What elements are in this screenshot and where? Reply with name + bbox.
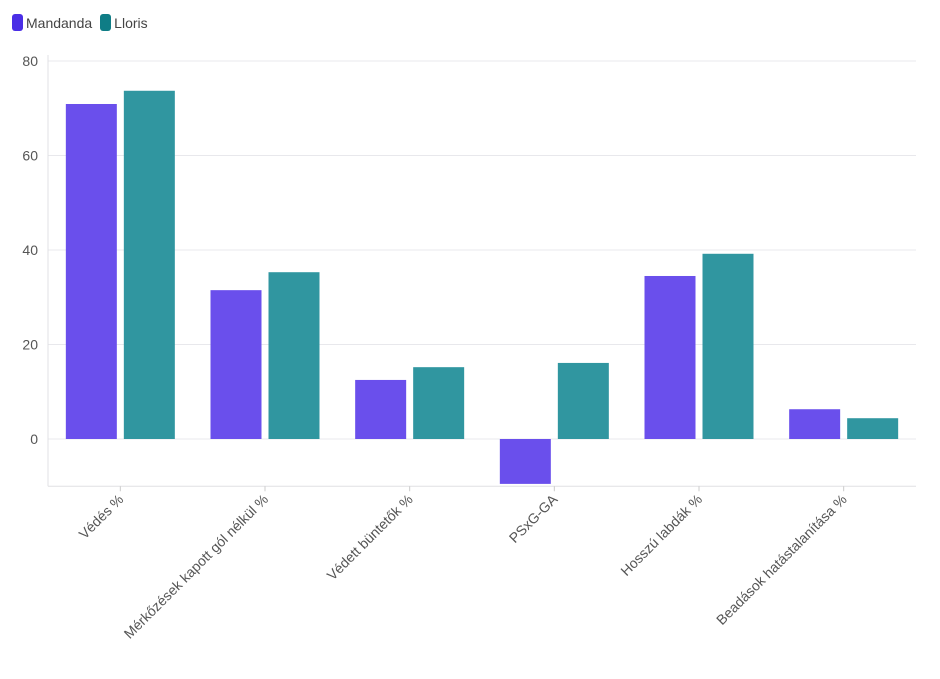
x-tick-label: Mérkőzések kapott gól nélkül %	[121, 491, 272, 642]
y-tick-label: 80	[22, 53, 38, 69]
bar-lloris	[557, 362, 609, 439]
legend: Mandanda Lloris	[12, 14, 148, 31]
bar-lloris	[268, 272, 320, 439]
y-tick-label: 40	[22, 242, 38, 258]
legend-swatch	[12, 14, 23, 31]
legend-item-lloris[interactable]: Lloris	[100, 14, 148, 31]
legend-swatch	[100, 14, 112, 31]
bar-mandanda	[789, 409, 841, 439]
bar-mandanda	[65, 103, 117, 439]
bar-mandanda	[644, 275, 696, 439]
x-tick-label: Védett büntetők %	[324, 491, 416, 583]
legend-label: Lloris	[114, 14, 148, 31]
x-tick-label: Védés %	[76, 491, 127, 542]
bar-lloris	[847, 418, 899, 439]
bar-mandanda	[499, 439, 551, 484]
bar-mandanda	[355, 379, 407, 439]
legend-item-mandanda[interactable]: Mandanda	[12, 14, 92, 31]
x-tick-label: PSxG-GA	[506, 491, 561, 546]
bar-mandanda	[210, 290, 262, 439]
legend-label: Mandanda	[26, 14, 93, 31]
bar-lloris	[123, 90, 175, 439]
bar-lloris	[702, 253, 754, 439]
x-tick-label: Beadások hatástalanítása %	[713, 491, 850, 628]
x-tick-label: Hosszú labdák %	[617, 491, 705, 579]
y-tick-label: 20	[22, 337, 38, 353]
y-tick-label: 0	[30, 431, 38, 447]
y-tick-label: 60	[22, 148, 38, 164]
bar-lloris	[413, 367, 465, 439]
